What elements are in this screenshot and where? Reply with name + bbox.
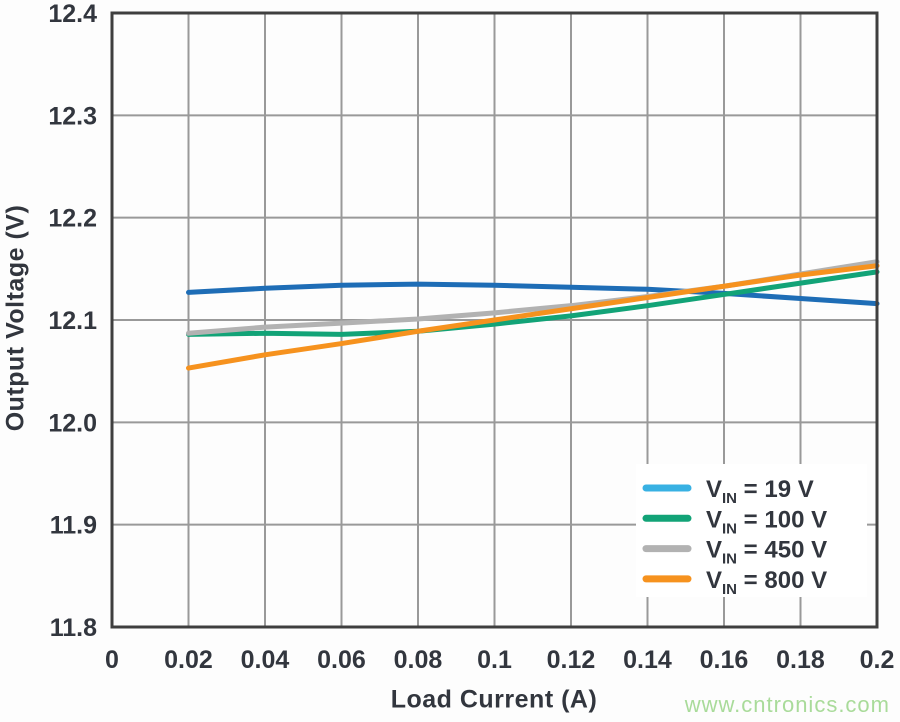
series-line-4 <box>186 263 880 371</box>
x-tick-label: 0.16 <box>700 646 749 674</box>
x-tick-label: 0.04 <box>241 646 290 674</box>
x-tick-label: 0.12 <box>547 646 596 674</box>
x-tick-label: 0 <box>105 646 119 674</box>
legend-label-2: VIN = 100 V <box>706 506 827 537</box>
series-line-1 <box>186 281 880 307</box>
watermark-link[interactable]: www.cntronics.com <box>684 692 890 717</box>
x-tick-label: 0.02 <box>164 646 213 674</box>
legend-label-4: VIN = 800 V <box>706 567 827 598</box>
x-tick-label: 0.1 <box>477 646 512 674</box>
y-axis-title: Output Voltage (V) <box>1 204 30 432</box>
legend-label-1: VIN = 19 V <box>706 476 814 507</box>
y-tick-label: 12.4 <box>48 0 97 28</box>
y-tick-label: 11.9 <box>50 512 97 540</box>
legend-label-3: VIN = 450 V <box>706 537 827 568</box>
x-tick-label: 0.2 <box>860 646 895 674</box>
y-tick-label: 12.0 <box>48 409 97 437</box>
plot-frame <box>110 11 879 629</box>
y-tick-label: 12.1 <box>48 307 97 335</box>
y-tick-label: 12.3 <box>48 102 97 130</box>
x-axis-title: Load Current (A) <box>390 685 598 714</box>
series-line-2 <box>186 269 880 337</box>
x-tick-label: 0.18 <box>776 646 825 674</box>
x-tick-label: 0.06 <box>317 646 366 674</box>
y-tick-label: 12.2 <box>48 205 97 233</box>
x-tick-label: 0.14 <box>623 646 672 674</box>
x-tick-label: 0.08 <box>394 646 443 674</box>
y-tick-label: 11.8 <box>50 614 97 642</box>
